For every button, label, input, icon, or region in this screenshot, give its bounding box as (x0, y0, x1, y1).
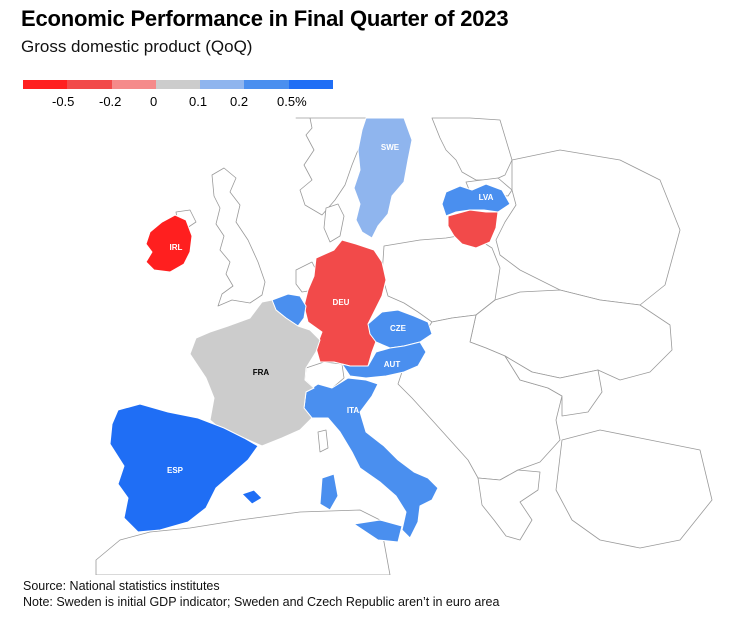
country-fra[interactable] (189, 299, 321, 447)
legend-label-5: 0.2 (230, 94, 249, 109)
source-note: Source: National statistics institutes (23, 579, 220, 593)
legend-bin-3 (111, 80, 156, 89)
denmark-shape (323, 203, 345, 243)
chart-note: Note: Sweden is initial GDP indicator; S… (23, 595, 500, 609)
europe-map: IRL SWE LVA DEU CZE AUT ITA FRA ESP (95, 117, 713, 575)
country-label-irl: IRL (170, 243, 183, 252)
legend-bin-2 (67, 80, 112, 89)
country-label-ita: ITA (347, 406, 360, 415)
greece-shape (477, 469, 541, 541)
legend-bin-4 (155, 80, 201, 89)
legend-label-4: 0.1 (189, 94, 208, 109)
poland-shape (381, 233, 501, 323)
footer: Source: National statistics institutes N… (23, 578, 499, 610)
legend-bin-6 (244, 80, 289, 89)
country-esp[interactable] (109, 403, 263, 533)
chart-title: Economic Performance in Final Quarter of… (21, 6, 509, 31)
corsica-shape (317, 429, 329, 453)
country-ltu[interactable] (447, 209, 499, 249)
turkey-shape (555, 429, 713, 549)
chart-subtitle: Gross domestic product (QoQ) (21, 37, 253, 56)
legend-bin-7 (288, 80, 333, 89)
country-deu[interactable] (303, 239, 387, 367)
country-label-fra: FRA (253, 368, 270, 377)
legend-label-2: -0.2 (99, 94, 122, 109)
legend-label-1: -0.5 (52, 94, 75, 109)
country-label-swe: SWE (381, 143, 400, 152)
country-label-esp: ESP (167, 466, 184, 475)
country-aut[interactable] (341, 341, 427, 379)
legend-label-6: 0.5% (277, 94, 307, 109)
legend-bin-1 (23, 80, 68, 89)
russia-belarus-shape (495, 149, 681, 306)
great-britain-shape (211, 167, 266, 307)
north-africa-shape (95, 509, 391, 575)
legend-label-3: 0 (150, 94, 158, 109)
country-label-deu: DEU (333, 298, 350, 307)
country-cze[interactable] (367, 309, 433, 349)
country-label-cze: CZE (390, 324, 407, 333)
legend-bin-5 (200, 80, 245, 89)
legend-color-bar (23, 80, 333, 89)
country-label-aut: AUT (384, 360, 401, 369)
country-swe[interactable] (353, 117, 413, 239)
finland-shape (431, 117, 513, 181)
romania-shape (504, 355, 603, 417)
color-legend: -0.5 -0.2 0 0.1 0.2 0.5% (23, 80, 333, 109)
country-label-lva: LVA (479, 193, 494, 202)
country-ita[interactable] (303, 377, 439, 543)
country-irl[interactable] (145, 214, 193, 273)
norway-shape (295, 117, 367, 216)
central-balkans-shape (397, 314, 563, 481)
